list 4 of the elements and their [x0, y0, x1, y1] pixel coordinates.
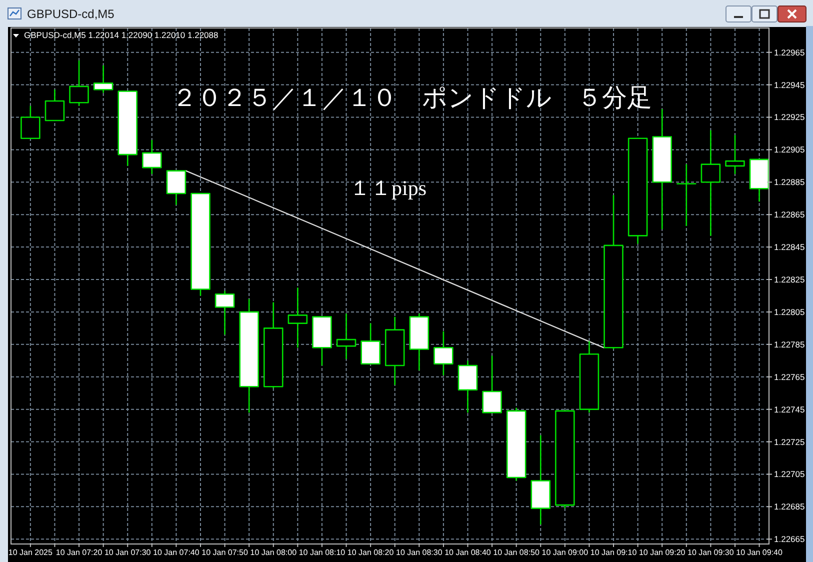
annotation: １１pips	[350, 176, 426, 200]
annotation: ２０２５／１／１０ ポンドドル ５分足	[172, 85, 652, 112]
title: GBPUSD-cd,M5	[27, 7, 114, 21]
subtitle: GBPUSD-cd,M5 1.22014 1.22090 1.22010 1.22088	[24, 30, 218, 40]
